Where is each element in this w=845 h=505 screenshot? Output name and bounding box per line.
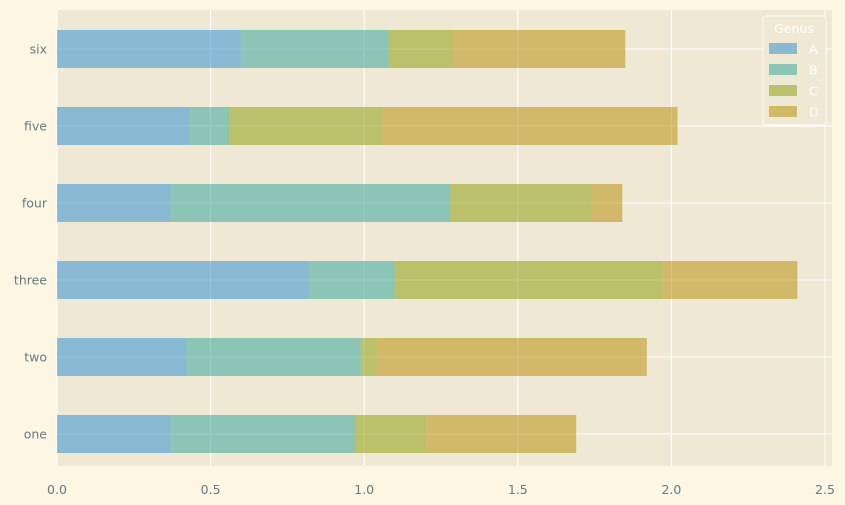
bar-one-B bbox=[170, 415, 355, 453]
legend-swatch-C bbox=[769, 85, 797, 96]
bar-six-B bbox=[241, 30, 389, 68]
legend-swatch-A bbox=[769, 43, 797, 54]
bar-four-B bbox=[170, 184, 451, 222]
x-tick-label: 2.5 bbox=[815, 482, 835, 497]
bar-two-D bbox=[376, 338, 647, 376]
bar-one-A bbox=[57, 415, 171, 453]
bar-five-A bbox=[57, 107, 190, 145]
y-tick-label: two bbox=[24, 350, 47, 365]
legend-swatch-D bbox=[769, 106, 797, 117]
x-tick-label: 0.0 bbox=[47, 482, 67, 497]
plot-area bbox=[57, 10, 832, 466]
bar-three-A bbox=[57, 261, 309, 299]
bar-four-D bbox=[591, 184, 623, 222]
bar-four-C bbox=[450, 184, 592, 222]
bar-two-C bbox=[361, 338, 377, 376]
bar-six-D bbox=[453, 30, 626, 68]
bar-six-C bbox=[388, 30, 454, 68]
bar-five-C bbox=[229, 107, 383, 145]
bar-one-C bbox=[354, 415, 426, 453]
bar-five-B bbox=[189, 107, 230, 145]
x-tick-label: 0.5 bbox=[201, 482, 221, 497]
x-tick-label: 1.0 bbox=[354, 482, 374, 497]
bar-one-D bbox=[425, 415, 577, 453]
legend-label-D: D bbox=[809, 105, 819, 120]
x-axis-tick-labels: 0.0 0.5 1.0 1.5 2.0 2.5 bbox=[47, 482, 835, 497]
x-tick-label: 1.5 bbox=[508, 482, 528, 497]
bar-three-C bbox=[394, 261, 663, 299]
y-tick-label: four bbox=[22, 196, 48, 211]
bar-three-D bbox=[662, 261, 798, 299]
y-tick-label: one bbox=[24, 427, 48, 442]
legend-label-A: A bbox=[809, 42, 818, 57]
bar-two-B bbox=[186, 338, 362, 376]
y-tick-label: six bbox=[30, 42, 47, 57]
bar-three-B bbox=[308, 261, 395, 299]
x-tick-label: 2.0 bbox=[661, 482, 681, 497]
legend-swatch-B bbox=[769, 64, 797, 75]
y-tick-label: five bbox=[24, 119, 47, 134]
y-tick-label: three bbox=[14, 273, 47, 288]
bar-two-A bbox=[57, 338, 187, 376]
bar-four-A bbox=[57, 184, 171, 222]
bars bbox=[57, 30, 798, 453]
bar-five-D bbox=[382, 107, 678, 145]
y-axis-tick-labels: one two three four five six bbox=[14, 42, 48, 442]
legend-label-C: C bbox=[809, 84, 818, 99]
legend-label-B: B bbox=[809, 63, 818, 78]
bar-six-A bbox=[57, 30, 242, 68]
legend-title: Genus bbox=[774, 21, 814, 36]
